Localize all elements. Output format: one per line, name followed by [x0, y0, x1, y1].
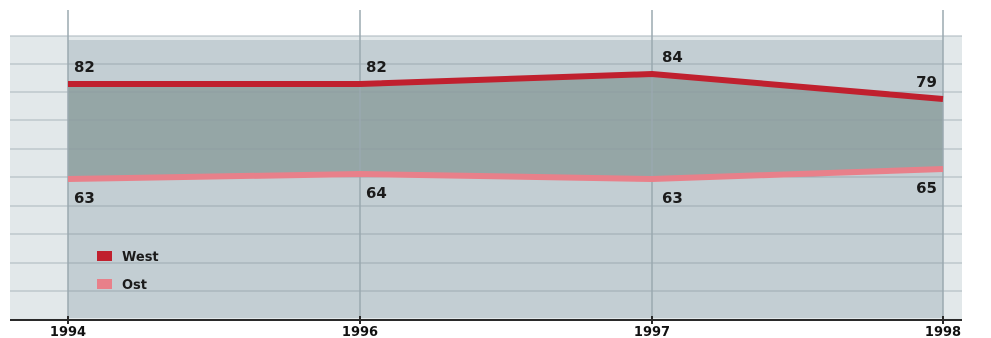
series-line-ost: [67, 166, 944, 182]
legend-label-ost: Ost: [122, 278, 147, 293]
x-tick-label-1996: 1996: [342, 325, 378, 338]
x-tick-label-1994: 1994: [50, 325, 86, 338]
plot-area-gridlines: [68, 63, 943, 292]
x-axis-ticks: 1994 1996 1997 1998: [50, 316, 961, 338]
legend-swatch-ost: [97, 279, 112, 289]
data-label-ost-1998: 65: [916, 179, 937, 197]
vertical-gridlines: [67, 10, 944, 320]
data-label-ost-1996: 64: [366, 184, 387, 202]
data-label-west-1994: 82: [74, 58, 95, 76]
data-label-west-1998: 79: [916, 73, 937, 91]
legend: West Ost: [97, 250, 159, 293]
legend-label-west: West: [122, 250, 159, 265]
legend-swatch-west: [97, 251, 112, 261]
data-label-west-1996: 82: [366, 58, 387, 76]
area-between-series: [68, 74, 943, 179]
data-label-ost-1994: 63: [74, 189, 95, 207]
series-lines: [67, 71, 944, 182]
data-labels: 82 82 84 79 63 64 63 65: [74, 48, 937, 207]
x-tick-label-1997: 1997: [634, 325, 670, 338]
data-label-west-1997: 84: [662, 48, 683, 66]
series-line-west: [68, 71, 944, 102]
data-label-ost-1997: 63: [662, 189, 683, 207]
x-tick-label-1998: 1998: [925, 325, 961, 338]
